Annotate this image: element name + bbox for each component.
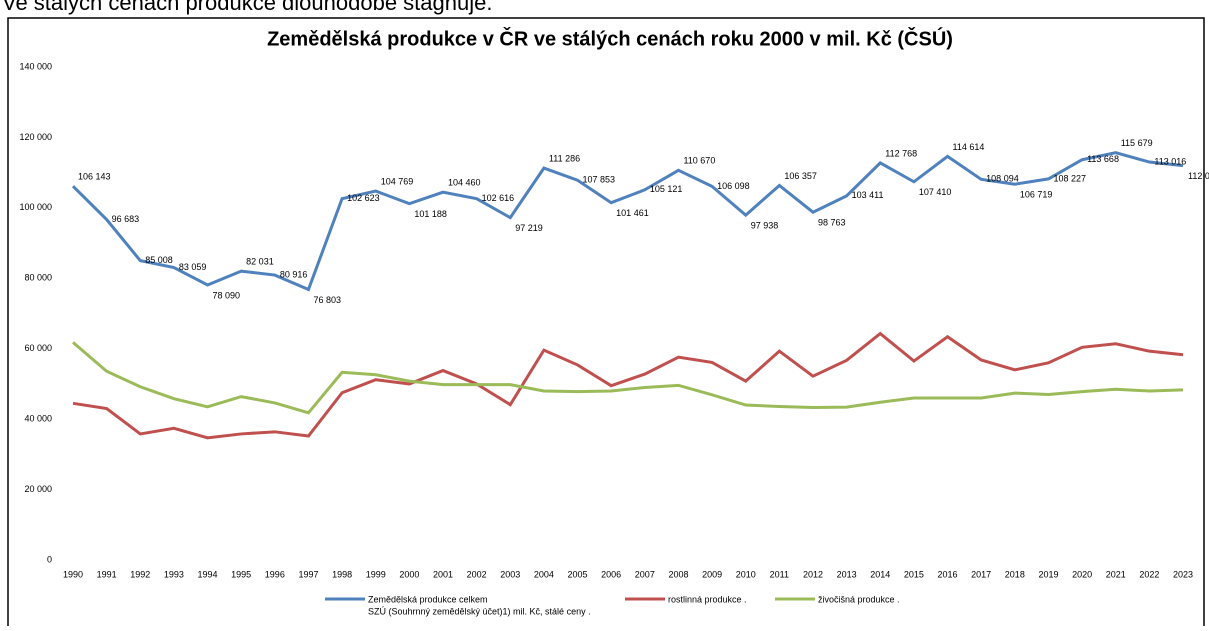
x-tick-label: 1992 [130, 569, 150, 579]
x-tick-label: 2013 [837, 569, 857, 579]
data-label: 112 006 [1188, 171, 1209, 181]
data-label: 104 769 [381, 176, 414, 186]
data-label: 107 853 [583, 175, 616, 185]
data-label: 97 938 [751, 220, 779, 230]
x-tick-label: 2011 [770, 569, 789, 579]
y-tick-label: 80 000 [24, 273, 52, 283]
caption: Ve stálých cenách produkce dlouhodobě st… [2, 0, 492, 15]
legend-label: Zemědělská produkce celkem [368, 594, 488, 604]
y-tick-label: 100 000 [19, 202, 52, 212]
x-tick-label: 2004 [534, 569, 554, 579]
legend-note: SZÚ (Souhrnný zemědělský účet)1) mil. Kč… [368, 606, 591, 616]
legend-label: rostlinná produkce . [668, 594, 747, 604]
series-line [72, 341, 1184, 415]
x-tick-label: 1996 [265, 569, 285, 579]
x-tick-label: 2009 [702, 569, 722, 579]
y-tick-label: 120 000 [19, 132, 52, 142]
x-tick-label: 1998 [332, 569, 352, 579]
data-label: 80 916 [280, 269, 308, 279]
data-label: 106 098 [717, 181, 750, 191]
x-tick-label: 2020 [1072, 569, 1092, 579]
x-tick-label: 2017 [971, 569, 991, 579]
data-label: 76 803 [313, 295, 341, 305]
x-tick-label: 2007 [635, 569, 655, 579]
data-label: 103 411 [852, 190, 884, 200]
data-label: 102 616 [482, 193, 515, 203]
data-label: 115 679 [1121, 138, 1153, 148]
x-tick-label: 2018 [1005, 569, 1025, 579]
x-tick-label: 2000 [399, 569, 419, 579]
x-tick-label: 2015 [904, 569, 924, 579]
data-label: 78 090 [213, 290, 241, 300]
x-tick-label: 1997 [298, 569, 318, 579]
x-tick-label: 1999 [366, 569, 386, 579]
data-label: 113 016 [1154, 156, 1186, 166]
x-tick-label: 2012 [803, 569, 823, 579]
x-tick-label: 2019 [1038, 569, 1058, 579]
data-label: 108 094 [986, 174, 1019, 184]
y-tick-label: 60 000 [24, 343, 52, 353]
data-label: 106 143 [78, 172, 111, 182]
data-label: 105 121 [650, 184, 683, 194]
data-label: 96 683 [112, 214, 140, 224]
series-line [72, 331, 1184, 440]
data-label: 111 286 [549, 153, 580, 163]
x-tick-label: 1991 [97, 569, 117, 579]
x-tick-label: 1994 [198, 569, 218, 579]
data-label: 104 460 [448, 178, 481, 188]
data-label: 85 008 [145, 255, 173, 265]
x-tick-label: 2016 [938, 569, 958, 579]
data-label: 113 668 [1087, 154, 1119, 164]
data-label: 82 031 [246, 257, 274, 267]
data-label: 112 768 [885, 148, 917, 158]
data-label: 83 059 [179, 262, 207, 272]
x-tick-label: 2021 [1106, 569, 1126, 579]
data-label: 106 719 [1020, 190, 1053, 200]
data-label: 108 227 [1053, 173, 1086, 183]
data-label: 114 614 [953, 142, 985, 152]
x-tick-label: 2003 [500, 569, 520, 579]
legend-label: živočišná produkce . [818, 594, 900, 604]
x-tick-label: 2022 [1139, 569, 1159, 579]
data-label: 97 219 [515, 223, 543, 233]
x-tick-label: 2008 [668, 569, 688, 579]
y-tick-label: 20 000 [24, 484, 52, 494]
series-line [71, 151, 1184, 292]
data-label: 102 623 [347, 193, 380, 203]
data-label: 101 461 [616, 208, 649, 218]
x-tick-label: 2014 [870, 569, 890, 579]
x-tick-label: 2002 [467, 569, 487, 579]
x-tick-label: 1993 [164, 569, 184, 579]
x-tick-label: 1995 [231, 569, 251, 579]
chart-title: Zemědělská produkce v ČR ve stálých cená… [267, 26, 953, 50]
x-tick-label: 2023 [1173, 569, 1193, 579]
data-label: 101 188 [414, 209, 447, 219]
y-tick-label: 40 000 [24, 414, 52, 424]
data-label: 106 357 [784, 171, 817, 181]
x-tick-label: 1990 [63, 569, 83, 579]
x-tick-label: 2010 [736, 569, 756, 579]
y-tick-label: 0 [47, 554, 52, 564]
data-label: 98 763 [818, 218, 846, 228]
data-label: 110 670 [683, 156, 715, 166]
y-tick-label: 140 000 [19, 61, 52, 71]
x-tick-label: 2006 [601, 569, 621, 579]
chart-frame [7, 17, 1205, 631]
x-tick-label: 2001 [433, 569, 453, 579]
data-label: 107 410 [919, 187, 952, 197]
x-tick-label: 2005 [568, 569, 588, 579]
